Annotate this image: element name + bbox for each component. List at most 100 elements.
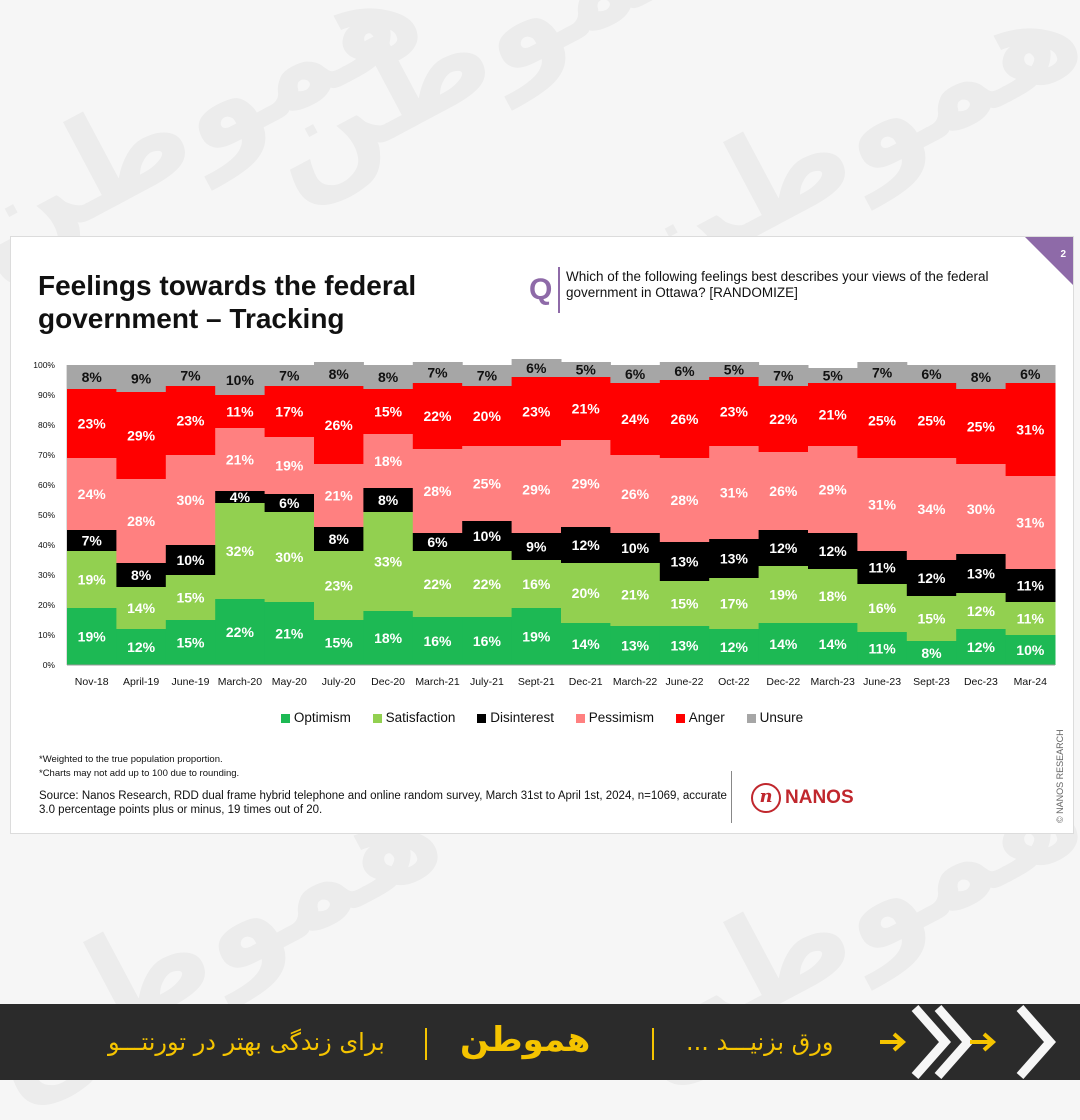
legend-swatch (746, 713, 756, 723)
bar-segment-satisfaction (906, 596, 957, 641)
data-label: 11% (1017, 611, 1045, 627)
bar-segment-unsure (215, 365, 266, 395)
data-label: 11% (868, 560, 896, 576)
data-label: 10% (621, 540, 650, 556)
bar-segment-disinterest (264, 494, 315, 512)
bar-segment-pessimism (1005, 476, 1056, 569)
bar-segment-unsure (561, 362, 611, 377)
banner-tagline: برای زندگی بهتر در تورنتـــو (108, 1028, 385, 1056)
bar-segment-disinterest (659, 542, 710, 581)
data-label: 19% (769, 587, 798, 603)
data-label: 31% (1016, 515, 1045, 531)
bar-segment-optimism (264, 602, 315, 665)
data-label: 20% (572, 585, 601, 601)
legend-swatch (675, 713, 685, 723)
data-label: 22% (423, 408, 452, 424)
data-label: 12% (917, 570, 946, 586)
data-label: 12% (967, 639, 996, 655)
bar-segment-pessimism (462, 446, 513, 521)
bar-segment-optimism (511, 608, 562, 665)
bar-segment-unsure (808, 368, 858, 383)
data-label: 30% (967, 501, 996, 517)
data-label: 7% (427, 365, 448, 381)
bar-segment-disinterest (215, 491, 266, 503)
data-label: 5% (576, 362, 597, 378)
bar-segment-disinterest (165, 545, 216, 575)
bottom-banner: برای زندگی بهتر در تورنتـــو هموطن ... و… (0, 1004, 1080, 1080)
y-tick-label: 60% (38, 480, 55, 490)
data-label: 14% (819, 636, 848, 652)
bar-segment-disinterest (906, 560, 957, 596)
legend-item: Unsure (746, 710, 803, 725)
data-label: 23% (325, 578, 354, 594)
data-label: 25% (868, 413, 897, 429)
x-tick-label: June-22 (666, 676, 704, 688)
page-number: 2 (1060, 249, 1066, 260)
bar-segment-satisfaction (511, 560, 562, 608)
bar-segment-anger (116, 392, 167, 479)
y-tick-label: 90% (38, 390, 55, 400)
bar-segment-pessimism (412, 449, 463, 533)
data-label: 23% (522, 404, 551, 420)
bar-segment-pessimism (808, 446, 858, 533)
data-label: 15% (374, 404, 403, 420)
bar-segment-disinterest (956, 554, 1007, 593)
x-tick-label: March-21 (415, 676, 460, 688)
x-tick-label: Dec-23 (964, 676, 998, 688)
data-label: 19% (78, 572, 107, 588)
bar-segment-optimism (857, 632, 908, 665)
data-label: 4% (230, 489, 251, 505)
data-label: 13% (720, 551, 749, 567)
stacked-bar-chart: 0% 10% 20% 30% 40% 50% 60% 70% 80% 90% 100% 19% 19% 7… (33, 359, 1056, 688)
legend-item: Optimism (280, 710, 351, 725)
bar-segment-disinterest (561, 527, 611, 563)
data-label: 8% (378, 492, 399, 508)
data-label: 12% (967, 603, 996, 619)
bar-segment-satisfaction (659, 581, 710, 626)
bar-segment-pessimism (314, 464, 364, 527)
data-label: 28% (127, 513, 156, 529)
bar-segment-satisfaction (758, 566, 809, 623)
data-label: 21% (226, 452, 255, 468)
data-label: 16% (423, 633, 452, 649)
bar-segment-disinterest (363, 488, 414, 512)
data-label: 8% (131, 567, 152, 583)
slide: 2 Feelings towards the federal governmen… (10, 236, 1074, 834)
data-label: 6% (1020, 366, 1041, 382)
legend-swatch (372, 713, 382, 723)
bar-segment-pessimism (610, 455, 661, 533)
y-tick-label: 20% (38, 600, 55, 610)
data-label: 29% (522, 482, 551, 498)
nanos-logo-text: NANOS (785, 787, 854, 809)
bar-segment-disinterest (462, 521, 513, 551)
nanos-logo: n NANOS (751, 783, 854, 813)
bar-segment-anger (462, 386, 513, 446)
data-label: 23% (78, 416, 107, 432)
data-label: 15% (917, 611, 946, 627)
x-tick-label: April-19 (123, 676, 159, 688)
data-label: 7% (477, 368, 498, 384)
bar-segment-unsure (462, 365, 513, 386)
data-label: 22% (226, 624, 255, 640)
bar-segment-unsure (314, 362, 364, 386)
bar-segment-disinterest (412, 533, 463, 551)
bar-segment-satisfaction (116, 587, 167, 629)
data-label: 6% (674, 363, 695, 379)
bar-segment-anger (709, 377, 760, 446)
data-label: 6% (921, 366, 942, 382)
data-label: 31% (1016, 422, 1045, 438)
bar-segment-unsure (709, 362, 760, 377)
data-label: 18% (374, 453, 403, 469)
data-label: 26% (325, 417, 354, 433)
data-label: 6% (526, 360, 547, 376)
x-tick-label: March-20 (218, 676, 263, 688)
data-label: 7% (773, 368, 794, 384)
data-label: 13% (621, 638, 650, 654)
data-label: 19% (522, 629, 551, 645)
bar-segment-optimism (67, 608, 117, 665)
nanos-logo-mark: n (751, 783, 781, 813)
bar-segment-anger (808, 383, 858, 446)
data-label: 10% (473, 528, 502, 544)
swipe-hint[interactable]: ... ورق بزنیـــد (686, 1028, 834, 1056)
bar-segment-optimism (906, 641, 957, 665)
